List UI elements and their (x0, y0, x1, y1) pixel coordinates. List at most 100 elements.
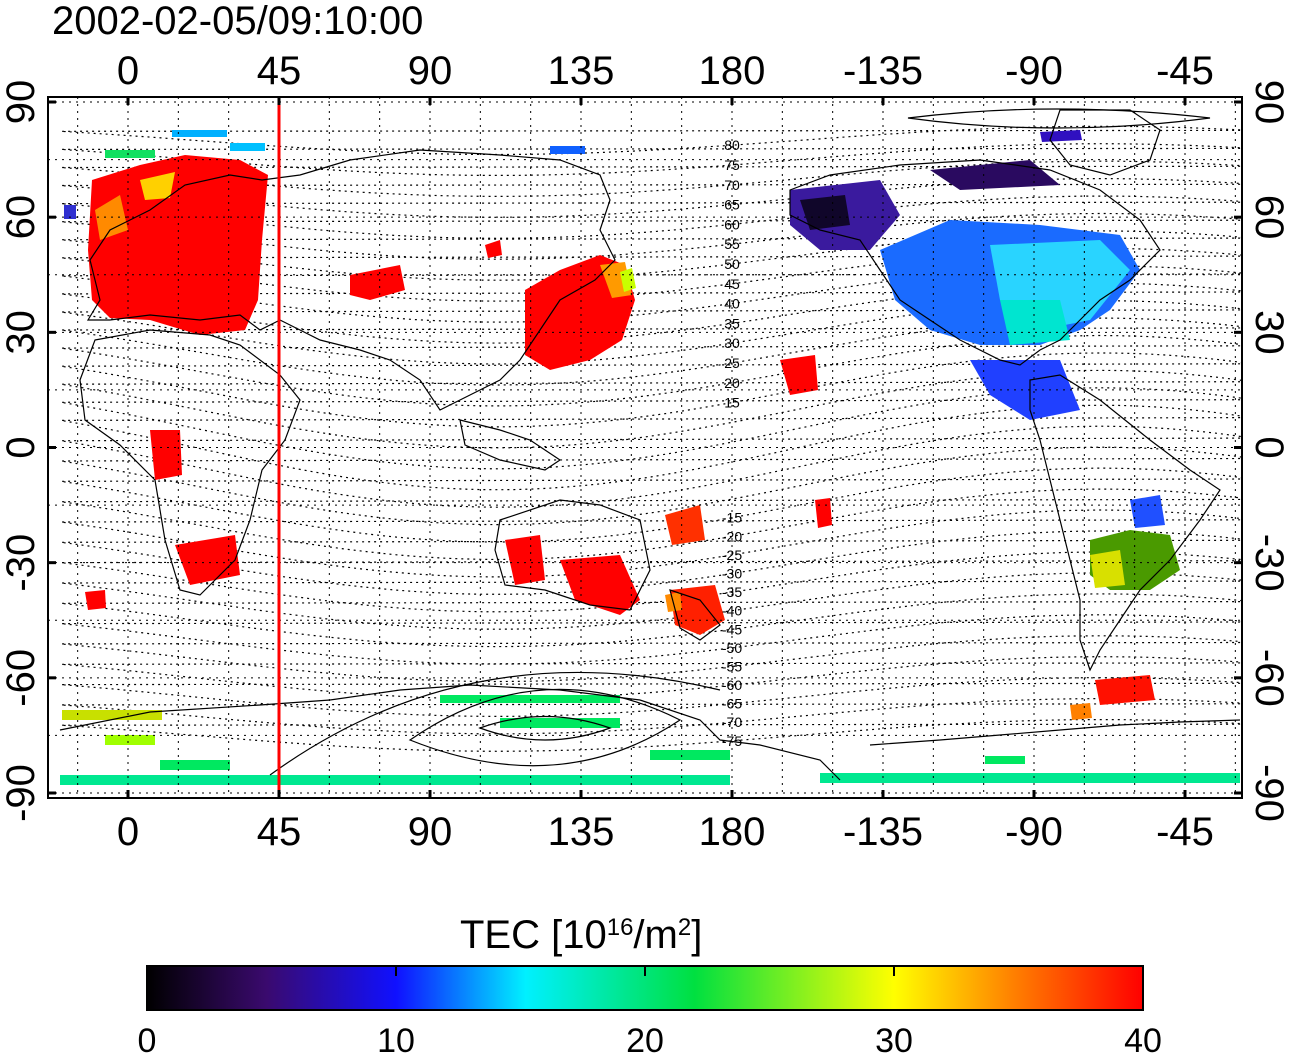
contour-label: 40 (724, 296, 740, 312)
bottom-longitude-labels: 0 45 90 135 180 -135 -90 -45 (117, 810, 1214, 854)
tec-patch-japan-edge-2 (620, 268, 636, 292)
bottom-tick-label: 180 (699, 810, 766, 854)
tec-patch-south-america-blue (1130, 495, 1165, 528)
bottom-tick-label: 135 (548, 810, 615, 854)
left-tick-label: -60 (0, 649, 43, 707)
magnetic-contour (60, 300, 1242, 365)
bottom-tick-label: 0 (117, 810, 139, 854)
tec-band-antarctica-5 (500, 718, 620, 728)
tec-patch-africa-west (150, 430, 182, 480)
tec-patch-canada-dark (800, 195, 850, 230)
coastlines (59, 108, 1241, 781)
right-tick-label: 30 (1247, 310, 1291, 355)
map-plot-area: 80 75 70 65 60 55 50 45 40 35 30 25 20 15 -15 -20 -25 -30… (47, 96, 1243, 799)
left-tick-label: -30 (0, 534, 43, 592)
contour-label: -45 (722, 621, 742, 637)
contour-label: -65 (722, 696, 742, 712)
magnetic-contour (60, 509, 1242, 578)
right-tick-label: 90 (1247, 80, 1291, 125)
contour-label: 55 (724, 236, 740, 252)
contour-label: 70 (724, 177, 740, 193)
tec-patch-central-asia (350, 265, 405, 300)
map-title: 2002-02-05/09:10:00 (52, 0, 423, 43)
right-latitude-labels: 90 60 30 0 -30 -60 -90 (1247, 80, 1291, 822)
tec-patch-arctic-4 (230, 143, 265, 151)
tec-band-antarctica-6 (440, 695, 620, 703)
contour-label: -20 (722, 528, 742, 544)
tec-patch-south-america-yellow (1090, 550, 1125, 588)
top-tick-label: 180 (699, 49, 766, 93)
top-longitude-labels: 0 45 90 135 180 -135 -90 -45 (117, 49, 1214, 93)
contour-label: -15 (722, 510, 742, 526)
tec-band-antarctica-9 (105, 735, 155, 745)
contour-label: -35 (722, 584, 742, 600)
tec-band-antarctica-8 (62, 710, 162, 720)
tec-patch-north-america-south (1000, 300, 1070, 345)
tec-band-antarctica-7 (985, 756, 1025, 764)
tec-patch-arctic-1 (172, 130, 227, 137)
magnetic-contour (60, 488, 1242, 561)
tec-patch-south-america-tip (1070, 703, 1092, 720)
tec-patch-arctic-2 (105, 150, 155, 158)
contour-label: 80 (724, 137, 740, 153)
tec-patch-africa-south (175, 535, 240, 585)
contour-label: -75 (722, 733, 742, 749)
tec-band-antarctica-3 (160, 760, 230, 770)
colorbar-ticks: 0 10 20 30 40 (138, 966, 1162, 1057)
left-latitude-labels: 90 60 30 0 -30 -60 -90 (0, 80, 43, 822)
graticule (48, 97, 1242, 798)
bottom-tick-label: -45 (1156, 810, 1214, 854)
contour-label: 50 (724, 256, 740, 272)
magnetic-contour (60, 352, 1242, 428)
contour-label: 25 (724, 355, 740, 371)
tec-patch-africa-sw (85, 590, 106, 610)
left-tick-label: 90 (0, 80, 43, 125)
tec-band-antarctica-2 (820, 773, 1240, 783)
right-tick-label: -90 (1247, 764, 1291, 822)
bottom-tick-label: 90 (408, 810, 453, 854)
right-tick-label: 60 (1247, 195, 1291, 240)
tec-patch-australia-east (560, 555, 640, 615)
top-tick-label: -135 (843, 49, 923, 93)
top-tick-label: 90 (408, 49, 453, 93)
left-tick-label: 30 (0, 310, 43, 355)
contour-label: 15 (724, 395, 740, 411)
top-tick-label: -45 (1156, 49, 1214, 93)
bottom-tick-label: -135 (843, 810, 923, 854)
contour-label: 65 (724, 197, 740, 213)
contour-label: -70 (722, 714, 742, 730)
colorbar-label: TEC [1016/m2] (460, 913, 702, 957)
tec-patch-new-zealand (670, 585, 725, 635)
magnetic-contour (60, 635, 1242, 683)
magnetic-contour (60, 467, 1242, 543)
colorbar-tick-label: 40 (1124, 1022, 1162, 1057)
colorbar-tick-label: 30 (875, 1022, 913, 1057)
right-tick-label: -60 (1247, 649, 1291, 707)
contour-label: -60 (722, 677, 742, 693)
contour-label: 35 (724, 315, 740, 331)
tec-patch-atlantic (64, 205, 76, 219)
tec-observations (60, 130, 1240, 785)
bottom-tick-label: -90 (1005, 810, 1063, 854)
contour-label: -25 (722, 547, 742, 563)
colorbar-tick-label: 20 (626, 1022, 664, 1057)
colorbar: TEC [1016/m2] 0 10 20 30 40 (138, 913, 1162, 1057)
axis-ticks (48, 97, 1242, 798)
magnetic-contour (60, 656, 1242, 700)
top-tick-label: 135 (548, 49, 615, 93)
tec-patch-south-america-south (1095, 675, 1155, 705)
contour-label: 30 (724, 335, 740, 351)
tec-patch-europe-north-edge (140, 172, 175, 200)
colorbar-tick-label: 10 (377, 1022, 415, 1057)
right-tick-label: 0 (1247, 436, 1291, 458)
contour-label: 20 (724, 375, 740, 391)
contour-label: 60 (724, 216, 740, 232)
contour-label: -30 (722, 565, 742, 581)
tec-patch-pacific-3 (815, 498, 832, 528)
magnetic-contour (60, 212, 1242, 260)
tec-patch-australia-west (505, 535, 545, 585)
tec-patch-pacific-1 (665, 505, 705, 545)
tec-patch-arctic-canada (930, 160, 1060, 190)
tec-band-antarctica-4 (650, 750, 730, 760)
